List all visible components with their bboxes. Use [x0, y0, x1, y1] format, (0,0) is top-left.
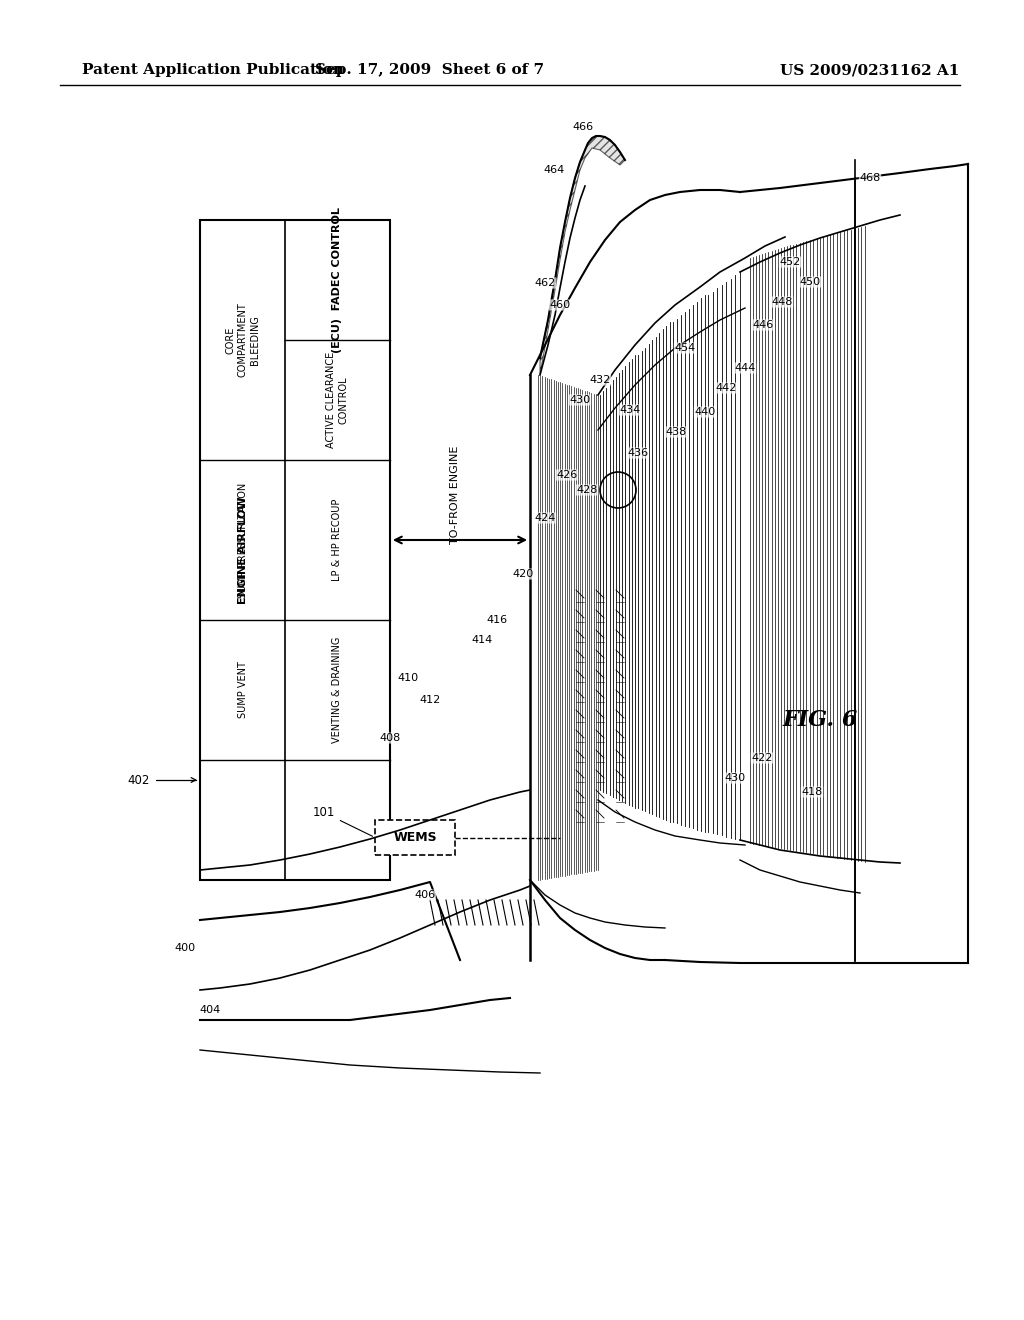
Text: 418: 418	[802, 787, 822, 797]
Text: 416: 416	[486, 615, 508, 624]
Text: (ECU)  FADEC CONTROL: (ECU) FADEC CONTROL	[333, 207, 342, 352]
Text: 432: 432	[590, 375, 610, 385]
Text: SUMP PRESSURIZATION: SUMP PRESSURIZATION	[238, 482, 248, 598]
Text: SUMP VENT: SUMP VENT	[238, 661, 248, 718]
Text: 408: 408	[379, 733, 400, 743]
Text: VENTING & DRAINING: VENTING & DRAINING	[333, 636, 342, 743]
Text: 450: 450	[800, 277, 820, 286]
Text: ACTIVE CLEARANCE
CONTROL: ACTIVE CLEARANCE CONTROL	[327, 352, 349, 447]
Text: 462: 462	[535, 279, 556, 288]
Text: Patent Application Publication: Patent Application Publication	[82, 63, 344, 77]
Text: ENGINE AIRFLOW: ENGINE AIRFLOW	[238, 496, 248, 603]
Text: 460: 460	[550, 300, 570, 310]
Text: 101: 101	[312, 807, 373, 837]
Text: 454: 454	[675, 343, 695, 352]
Polygon shape	[540, 136, 625, 375]
Text: 440: 440	[694, 407, 716, 417]
Text: 402: 402	[128, 774, 196, 787]
Text: 404: 404	[200, 1005, 220, 1015]
Text: 420: 420	[512, 569, 534, 579]
Text: 448: 448	[771, 297, 793, 308]
Text: 466: 466	[572, 121, 594, 132]
Text: 444: 444	[734, 363, 756, 374]
Text: 430: 430	[724, 774, 745, 783]
Text: 400: 400	[174, 942, 196, 953]
Text: 428: 428	[577, 484, 598, 495]
Text: 414: 414	[471, 635, 493, 645]
Bar	[200, 220, 390, 880]
Text: 452: 452	[779, 257, 801, 267]
Bar	[375, 820, 455, 855]
Text: 426: 426	[556, 470, 578, 480]
Text: WEMS: WEMS	[393, 832, 437, 843]
Text: 438: 438	[666, 426, 687, 437]
Text: 436: 436	[628, 447, 648, 458]
Text: 430: 430	[569, 395, 591, 405]
Text: FIG. 6: FIG. 6	[782, 709, 858, 731]
Text: 442: 442	[716, 383, 736, 393]
Text: 406: 406	[415, 890, 435, 900]
Text: 468: 468	[859, 173, 881, 183]
Text: 464: 464	[544, 165, 564, 176]
Text: Sep. 17, 2009  Sheet 6 of 7: Sep. 17, 2009 Sheet 6 of 7	[315, 63, 545, 77]
Text: 422: 422	[752, 752, 773, 763]
Text: 424: 424	[535, 513, 556, 523]
Text: 446: 446	[753, 319, 773, 330]
Text: US 2009/0231162 A1: US 2009/0231162 A1	[780, 63, 959, 77]
Text: TO-FROM ENGINE: TO-FROM ENGINE	[450, 446, 460, 544]
Text: 434: 434	[620, 405, 641, 414]
Text: LP & HP RECOUP: LP & HP RECOUP	[333, 499, 342, 581]
Text: 410: 410	[397, 673, 419, 682]
Text: 412: 412	[420, 696, 440, 705]
Text: CORE
COMPARTMENT
BLEEDING: CORE COMPARTMENT BLEEDING	[225, 302, 260, 378]
